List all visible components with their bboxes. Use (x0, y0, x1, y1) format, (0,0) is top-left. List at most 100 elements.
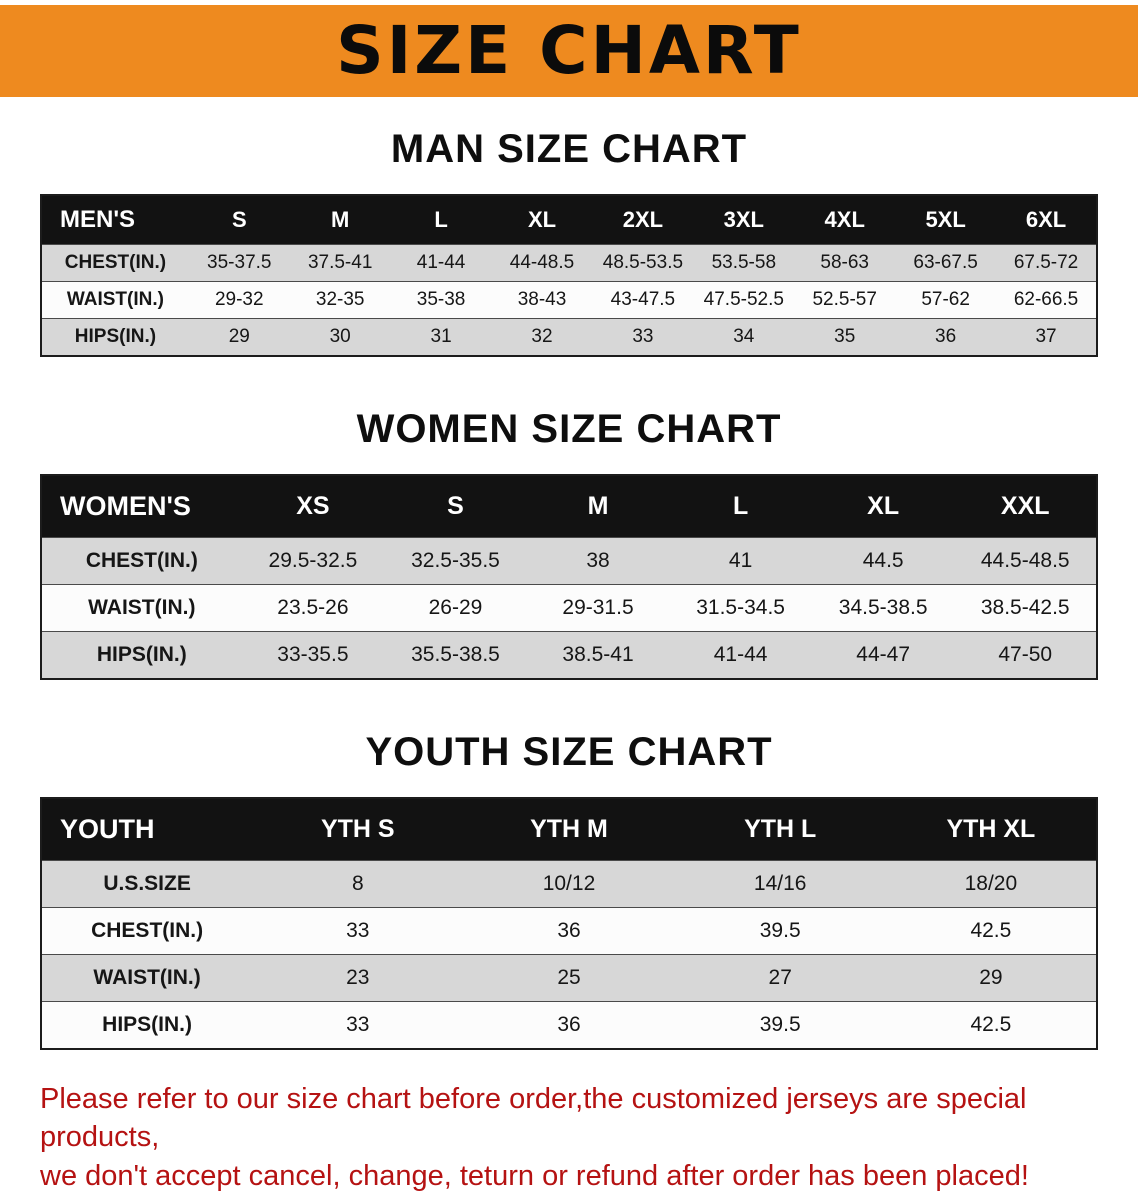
measurement-value: 41 (728, 549, 753, 572)
measurement-value: 41-44 (713, 643, 768, 666)
men-size-chart-heading: MAN SIZE CHART (390, 127, 748, 171)
measurement-value: 35 (834, 326, 856, 347)
measurement-value: 32 (531, 326, 553, 347)
women-size-table: WOMEN'S XS S M L XL XXL CHEST(IN.) 29.5-32.5 32.… (40, 474, 1098, 680)
women-size-chart-section: WOMEN SIZE CHART WOMEN'S XS S M L XL XXL CHEST… (0, 407, 1138, 680)
measurement-value: 33 (346, 919, 370, 942)
measurement-value: 63-67.5 (913, 252, 978, 273)
measurement-row: U.S.SIZE 8 10/12 14/16 18/20 (41, 860, 1097, 908)
measurement-value: 35-37.5 (207, 252, 272, 273)
size-header-cell: 4XL (794, 195, 896, 245)
measurement-value: 36 (935, 326, 957, 347)
measurement-value: 38 (586, 549, 610, 572)
disclaimer-line-1: Please refer to our size chart before or… (40, 1083, 1027, 1154)
measurement-row: CHEST(IN.) 35-37.5 37.5-41 41-44 44-48.5 48.5… (41, 244, 1097, 282)
measurement-row: HIPS(IN.) 33 36 39.5 42.5 (41, 1001, 1097, 1049)
measurement-label: HIPS(IN.) (96, 643, 187, 666)
measurement-value: 48.5-53.5 (602, 252, 684, 273)
measurement-value: 10/12 (542, 872, 596, 895)
measurement-value: 67.5-72 (1013, 252, 1079, 273)
page-title: SIZE CHART (336, 12, 802, 89)
measurement-value: 36 (557, 1013, 581, 1036)
measurement-value: 53.5-58 (711, 252, 777, 273)
size-header-cell: 3XL (693, 195, 795, 245)
measurement-value: 42.5 (970, 1013, 1012, 1036)
measurement-label: WAIST(IN.) (88, 596, 196, 619)
table-header-row: WOMEN'S XS S M L XL XXL (41, 475, 1097, 538)
measurement-row: WAIST(IN.) 23.5-26 26-29 29-31.5 31.5-34.5 34… (41, 584, 1097, 632)
table-header-row: YOUTH YTH S YTH M YTH L YTH XL (41, 798, 1097, 861)
size-header-cell: S (188, 195, 290, 245)
size-header-cell: S (384, 475, 527, 538)
size-header-cell: YTH S (252, 798, 464, 861)
measurement-value: 39.5 (759, 1013, 801, 1036)
measurement-row: HIPS(IN.) 33-35.5 35.5-38.5 38.5-41 41-44 44-… (41, 631, 1097, 679)
measurement-value: 14/16 (753, 872, 807, 895)
measurement-value: 42.5 (970, 919, 1012, 942)
measurement-value: 34.5-38.5 (838, 596, 928, 619)
measurement-value: 38-43 (517, 289, 567, 310)
size-header-cell: XS (241, 475, 385, 538)
measurement-value: 37.5-41 (307, 252, 373, 273)
size-header-cell: M (526, 475, 670, 538)
size-header-cell: M (289, 195, 391, 245)
measurement-value: 29-32 (214, 289, 264, 310)
table-title-cell: WOMEN'S (41, 475, 242, 538)
measurement-value: 30 (329, 326, 351, 347)
measurement-value: 31.5-34.5 (696, 596, 785, 619)
measurement-value: 38.5-41 (562, 643, 634, 666)
measurement-row: CHEST(IN.) 33 36 39.5 42.5 (41, 907, 1097, 955)
measurement-value: 25 (557, 966, 581, 989)
measurement-label: WAIST(IN.) (93, 966, 201, 989)
measurement-value: 33 (346, 1013, 370, 1036)
measurement-value: 44-47 (856, 643, 911, 666)
size-header-cell: YTH M (463, 798, 675, 861)
measurement-row: CHEST(IN.) 29.5-32.5 32.5-35.5 38 41 44.5 44.5… (41, 537, 1097, 585)
disclaimer-line-2: we don't accept cancel, change, teturn o… (40, 1159, 1029, 1192)
measurement-value: 44-48.5 (509, 252, 575, 273)
measurement-label: CHEST(IN.) (64, 252, 167, 273)
size-header-cell: YTH XL (885, 798, 1097, 861)
measurement-value: 32-35 (315, 289, 365, 310)
size-header-cell: XL (491, 195, 593, 245)
measurement-row: WAIST(IN.) 23 25 27 29 (41, 954, 1097, 1002)
size-header-cell: XL (811, 475, 955, 538)
measurement-value: 37 (1035, 326, 1057, 347)
measurement-value: 39.5 (759, 919, 801, 942)
measurement-value: 44.5-48.5 (980, 549, 1070, 572)
measurement-label: HIPS(IN.) (102, 1013, 193, 1036)
youth-size-chart-section: YOUTH SIZE CHART YOUTH YTH S YTH M YTH L YTH… (0, 730, 1138, 1050)
measurement-value: 34 (733, 326, 755, 347)
measurement-label: U.S.SIZE (103, 872, 191, 895)
measurement-value: 8 (351, 872, 364, 895)
measurement-value: 26-29 (428, 596, 483, 619)
measurement-value: 43-47.5 (610, 289, 676, 310)
measurement-value: 36 (557, 919, 581, 942)
measurement-value: 29.5-32.5 (268, 549, 358, 572)
title-banner: SIZE CHART (0, 5, 1138, 97)
measurement-value: 23.5-26 (277, 596, 349, 619)
measurement-value: 44.5 (862, 549, 904, 572)
measurement-value: 35-38 (416, 289, 466, 310)
size-header-cell: 5XL (895, 195, 997, 245)
measurement-row: HIPS(IN.) 29 30 31 32 33 34 35 36 37 (41, 318, 1097, 356)
measurement-label: CHEST(IN.) (85, 549, 198, 572)
size-header-cell: 6XL (996, 195, 1097, 245)
measurement-value: 47.5-52.5 (703, 289, 784, 310)
measurement-value: 33-35.5 (277, 643, 349, 666)
table-title-cell: YOUTH (41, 798, 253, 861)
measurement-value: 18/20 (964, 872, 1018, 895)
women-size-chart-heading: WOMEN SIZE CHART (356, 407, 782, 451)
measurement-value: 23 (346, 966, 370, 989)
table-title-cell: MEN'S (41, 195, 189, 245)
youth-size-table: YOUTH YTH S YTH M YTH L YTH XL U.S.SIZE 8 10/1… (40, 797, 1098, 1050)
size-header-cell: L (669, 475, 812, 538)
measurement-value: 47-50 (998, 643, 1053, 666)
measurement-value: 33 (632, 326, 654, 347)
measurement-value: 29 (228, 326, 250, 347)
measurement-value: 32.5-35.5 (411, 549, 500, 572)
measurement-value: 52.5-57 (812, 289, 877, 310)
size-header-cell: 2XL (592, 195, 694, 245)
measurement-value: 29-31.5 (562, 596, 634, 619)
measurement-value: 29 (979, 966, 1003, 989)
